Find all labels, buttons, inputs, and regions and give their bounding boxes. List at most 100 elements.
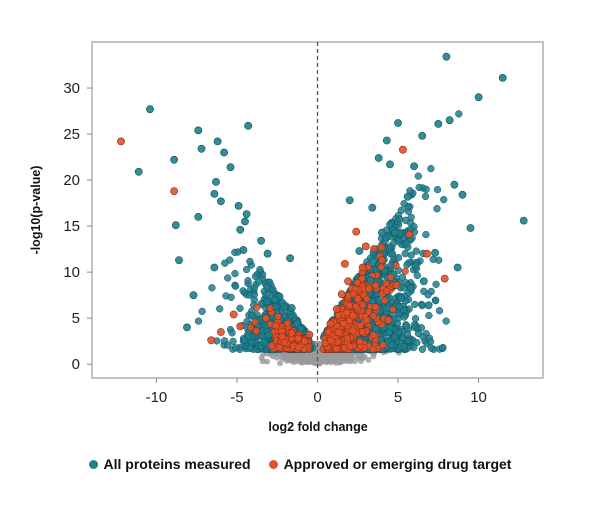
y-tick-label: 0 (72, 356, 80, 373)
protein-point (421, 192, 430, 201)
protein-outlier-point (213, 137, 222, 146)
protein-outlier-point (424, 301, 433, 310)
protein-outlier-point (386, 160, 394, 169)
drug-target-point (392, 261, 400, 269)
drug-target-point (352, 303, 360, 311)
nonsignificant-point (303, 356, 310, 363)
protein-point (239, 287, 247, 295)
protein-point (400, 342, 408, 351)
drug-target-outlier-point (371, 303, 380, 311)
x-tick-label: -5 (230, 389, 243, 406)
protein-point (385, 328, 393, 336)
protein-outlier-point (519, 216, 528, 225)
drug-target-point (363, 316, 371, 324)
y-axis-label: -log10(p-value) (29, 166, 43, 255)
protein-outlier-point (171, 221, 180, 230)
protein-point (400, 200, 408, 208)
protein-point (216, 305, 224, 313)
drug-target-point (372, 281, 380, 289)
legend-item-drug-target: Approved or emerging drug target (268, 456, 511, 472)
drug-target-outlier-point (344, 277, 352, 286)
drug-target-point (382, 280, 390, 288)
protein-point (236, 304, 244, 312)
drug-target-outlier-point (392, 281, 401, 289)
x-axis-label: log2 fold change (268, 420, 367, 434)
nonsignificant-point (361, 353, 368, 360)
drug-target-point (379, 341, 387, 349)
protein-outlier-point (377, 228, 386, 237)
drug-target-point (369, 331, 377, 339)
protein-point (229, 337, 237, 346)
drug-target-point (358, 275, 366, 283)
drug-target-outlier-point (423, 249, 431, 258)
protein-outlier-point (242, 210, 251, 218)
protein-outlier-point (458, 190, 467, 199)
drug-target-outlier-point (287, 328, 296, 337)
nonsignificant-point (348, 356, 355, 363)
protein-outlier-point (403, 192, 412, 201)
drug-target-point (343, 335, 351, 343)
protein-outlier-point (170, 155, 178, 164)
drug-target-point (284, 319, 292, 327)
protein-outlier-point (239, 246, 248, 254)
protein-point (429, 255, 437, 264)
protein-point (412, 247, 420, 255)
drug-target-point (353, 279, 361, 287)
nonsignificant-point (259, 358, 266, 365)
drug-target-outlier-point (337, 290, 346, 299)
drug-target-point (378, 243, 386, 251)
drug-target-outlier-point (377, 256, 386, 265)
protein-point (262, 290, 270, 299)
protein-point (198, 307, 206, 316)
drug-target-outlier-point (262, 314, 270, 323)
protein-outlier-point (244, 121, 253, 130)
protein-point (398, 273, 407, 281)
x-tick-label: 5 (394, 389, 402, 406)
protein-outlier-point (419, 277, 428, 286)
legend-item-all-proteins: All proteins measured (88, 456, 251, 472)
protein-point (433, 205, 441, 213)
protein-outlier-point (434, 120, 443, 128)
protein-outlier-point (210, 263, 219, 272)
drug-target-point (356, 322, 364, 330)
protein-point (246, 257, 254, 266)
protein-outlier-point (263, 249, 272, 258)
drug-target-point (335, 328, 343, 336)
drug-target-point (246, 324, 255, 332)
protein-point (387, 340, 396, 349)
protein-outlier-point (226, 163, 235, 172)
drug-target-point (383, 287, 391, 295)
protein-point (433, 185, 442, 194)
protein-point (403, 239, 411, 247)
axis-ticks: -10 -5 0 5 10 0 5 10 15 20 25 30 (63, 80, 487, 406)
protein-point (386, 220, 394, 229)
nonsignificant-point (264, 358, 270, 365)
drug-target-outlier-point (117, 137, 125, 146)
protein-outlier-point (418, 131, 427, 140)
protein-point (227, 293, 235, 301)
protein-point (246, 344, 254, 352)
protein-point (224, 274, 232, 282)
drug-target-outlier-point (271, 321, 280, 330)
drug-target-point (346, 342, 354, 351)
x-tick-label: 0 (313, 389, 321, 406)
drug-target-point (389, 305, 397, 314)
protein-outlier-point (374, 154, 383, 162)
protein-point (402, 322, 411, 330)
protein-outlier-point (257, 236, 265, 245)
protein-point (394, 253, 403, 262)
drug-target-point (267, 342, 276, 350)
protein-point (255, 278, 263, 286)
protein-point (390, 239, 398, 247)
protein-outlier-point (183, 323, 191, 332)
drug-target-outlier-point (229, 310, 238, 319)
nonsignificant-point (343, 356, 350, 363)
nonsignificant-point (324, 351, 331, 358)
protein-point (455, 110, 463, 118)
protein-point (231, 269, 239, 278)
protein-point (395, 215, 404, 223)
protein-point (411, 314, 420, 323)
drug-target-outlier-point (236, 322, 245, 331)
protein-point (415, 183, 423, 192)
drug-target-point (387, 273, 395, 281)
